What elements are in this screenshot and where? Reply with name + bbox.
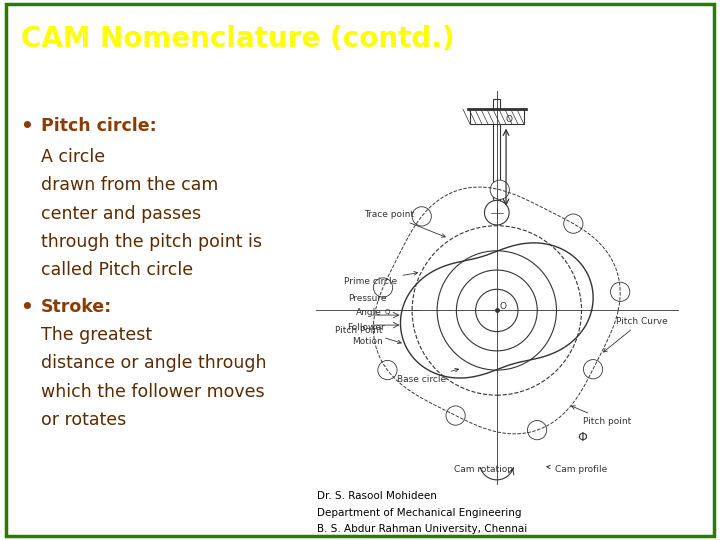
Text: Pitch circle:: Pitch circle:: [40, 117, 156, 136]
Text: Pitch point: Pitch point: [572, 406, 631, 426]
Text: Trace point: Trace point: [364, 210, 445, 237]
Text: Dr. S. Rasool Mohideen: Dr. S. Rasool Mohideen: [317, 491, 436, 502]
Text: or rotates: or rotates: [40, 411, 126, 429]
Text: •: •: [19, 117, 32, 137]
Text: distance or angle through: distance or angle through: [40, 354, 266, 373]
Circle shape: [485, 200, 509, 225]
Text: Pressure: Pressure: [348, 294, 387, 303]
Text: Φ: Φ: [577, 431, 588, 444]
Text: Q: Q: [384, 308, 390, 314]
Text: drawn from the cam: drawn from the cam: [40, 176, 218, 194]
Text: CAM Nomenclature (contd.): CAM Nomenclature (contd.): [21, 25, 455, 52]
Text: B. S. Abdur Rahman University, Chennai: B. S. Abdur Rahman University, Chennai: [317, 524, 527, 534]
Text: Pitch Curve: Pitch Curve: [603, 316, 667, 352]
Text: which the follower moves: which the follower moves: [40, 383, 264, 401]
Text: center and passes: center and passes: [40, 205, 201, 222]
Circle shape: [583, 360, 603, 379]
Text: •: •: [19, 298, 32, 316]
Text: Cam rotation: Cam rotation: [454, 465, 513, 474]
Text: Department of Mechanical Engineering: Department of Mechanical Engineering: [317, 508, 521, 518]
Text: O: O: [505, 115, 512, 124]
Text: The greatest: The greatest: [40, 326, 152, 344]
Circle shape: [412, 207, 431, 226]
Text: through the pitch point is: through the pitch point is: [40, 233, 261, 251]
Text: A circle: A circle: [40, 148, 105, 166]
Circle shape: [490, 180, 509, 199]
Text: Prime circle: Prime circle: [344, 272, 418, 286]
Circle shape: [611, 282, 630, 301]
Circle shape: [378, 360, 397, 380]
Circle shape: [528, 421, 546, 440]
Circle shape: [564, 214, 583, 233]
Text: called Pitch circle: called Pitch circle: [40, 261, 193, 279]
Text: Angle: Angle: [356, 308, 382, 317]
Text: Stroke:: Stroke:: [40, 298, 112, 316]
Bar: [470, 109, 523, 124]
Text: Cam profile: Cam profile: [546, 465, 607, 474]
Text: Follower: Follower: [346, 323, 384, 333]
Circle shape: [446, 406, 465, 425]
Text: Pitch Point: Pitch Point: [336, 326, 401, 343]
Text: Motion: Motion: [352, 338, 383, 346]
Text: O: O: [500, 301, 506, 310]
Bar: [493, 99, 500, 213]
Circle shape: [374, 278, 392, 297]
Text: Base circle: Base circle: [397, 368, 459, 384]
